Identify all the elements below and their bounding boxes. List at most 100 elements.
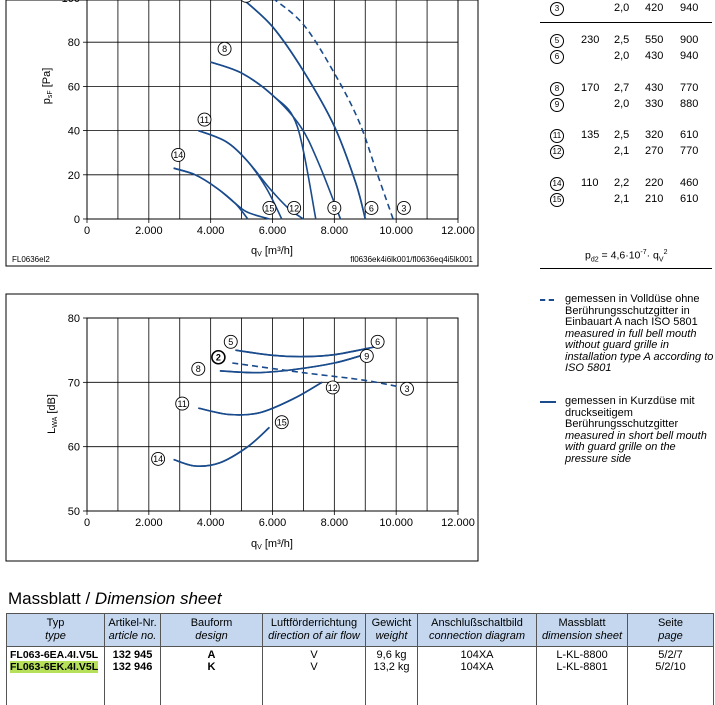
- y-axis-label: psF [Pa]: [41, 68, 54, 105]
- legend-solid-en: measured in short bell mouth with guard …: [565, 431, 715, 466]
- spec-cell: 270: [645, 145, 663, 157]
- spec-cell: 460: [680, 177, 698, 189]
- y-tick-label: 80: [68, 37, 80, 49]
- spec-cell: 2,5: [614, 34, 629, 46]
- svg-text:11: 11: [200, 115, 209, 125]
- y-tick-label: 70: [68, 377, 80, 389]
- svg-text:6: 6: [369, 203, 374, 213]
- x-tick-label: 6.000: [259, 517, 287, 529]
- curve-label-14: 14: [152, 452, 165, 465]
- svg-text:6: 6: [375, 337, 380, 347]
- col-article: Artikel-Nr.article no.: [105, 614, 161, 647]
- curve-label-6: 6: [365, 201, 378, 214]
- spec-cell: 430: [645, 82, 663, 94]
- spec-cell: 2,1: [614, 193, 629, 205]
- svg-text:9: 9: [332, 203, 337, 213]
- y-tick-label: 50: [68, 506, 80, 518]
- spec-cell: 2,0: [614, 98, 629, 110]
- solid-line-swatch: [540, 401, 556, 403]
- cell-weight: 9,6 kg 13,2 kg: [366, 647, 418, 705]
- spec-cell: 770: [680, 82, 698, 94]
- spec-cell: 230: [581, 34, 599, 46]
- cell-diagram: 104XA 104XA: [418, 647, 537, 705]
- svg-text:8: 8: [196, 364, 201, 374]
- dynamic-pressure-formula: pd2 = 4,6·10-7· qV2: [585, 249, 667, 264]
- y-tick-label: 20: [68, 170, 80, 182]
- x-axis-label: qV [m³/h]: [251, 538, 293, 551]
- spec-cell: 2,7: [614, 82, 629, 94]
- cell-type: FL063-6EA.4I.V5L FL063-6EK.4I.V5L: [7, 647, 105, 705]
- y-axis-label: LWA [dB]: [46, 394, 59, 434]
- dimension-sheet-title: Massblatt / Dimension sheet: [8, 589, 222, 609]
- curve-label-8: 8: [218, 42, 231, 55]
- curve-label-2: 2: [212, 351, 225, 364]
- curve-label-15: 15: [275, 416, 288, 429]
- svg-text:5: 5: [228, 337, 233, 347]
- cell-airflow: V V: [263, 647, 366, 705]
- x-axis-label: qV [m³/h]: [251, 245, 293, 258]
- curve-label-12: 12: [326, 381, 339, 394]
- x-tick-label: 12.000: [441, 225, 475, 237]
- svg-text:14: 14: [153, 454, 163, 464]
- curve-label-3: 3: [397, 201, 410, 214]
- legend-dashed-de: gemessen in Volldüse ohne Berührungsschu…: [565, 294, 715, 329]
- curve-15: [174, 168, 270, 219]
- x-tick-label: 6.000: [259, 225, 287, 237]
- table-row: FL063-6EA.4I.V5L FL063-6EK.4I.V5L 132 94…: [7, 647, 714, 705]
- cell-sheet: L-KL-8800 L-KL-8801: [537, 647, 628, 705]
- spec-cell: 420: [645, 2, 663, 14]
- spec-cell: 610: [680, 193, 698, 205]
- x-tick-label: 2.000: [135, 225, 163, 237]
- y-tick-label: 80: [68, 313, 80, 325]
- curve-label-9: 9: [360, 349, 373, 362]
- x-tick-label: 4.000: [197, 225, 225, 237]
- legend-solid-de: gemessen in Kurzdüse mit druckseitigem B…: [565, 396, 715, 431]
- spec-cell: 2,1: [614, 145, 629, 157]
- curve-3: [273, 0, 394, 219]
- x-tick-label: 10.000: [379, 517, 413, 529]
- spec-cell: 170: [581, 82, 599, 94]
- spec-cell: 430: [645, 50, 663, 62]
- svg-text:9: 9: [364, 351, 369, 361]
- spec-cell: 135: [581, 129, 599, 141]
- curve-label-5: 5: [224, 335, 237, 348]
- spec-cell: 2,5: [614, 129, 629, 141]
- curve-label-11: 11: [198, 113, 211, 126]
- x-tick-label: 8.000: [321, 517, 349, 529]
- svg-text:12: 12: [289, 203, 299, 213]
- spec-cell: 550: [645, 34, 663, 46]
- x-tick-label: 0: [84, 517, 90, 529]
- curve-6: [235, 347, 374, 357]
- curve-label-9: 9: [328, 201, 341, 214]
- spec-cell: 880: [680, 98, 698, 110]
- spec-cell: 220: [645, 177, 663, 189]
- spec-cell: 210: [645, 193, 663, 205]
- x-tick-label: 4.000: [197, 517, 225, 529]
- cell-page: 5/2/7 5/2/10: [628, 647, 714, 705]
- curve-label-15: 15: [263, 201, 276, 214]
- legend-dashed-en: measured in full bell mouth without guar…: [565, 329, 715, 375]
- y-tick-label: 100: [62, 0, 80, 5]
- svg-text:2: 2: [216, 353, 221, 363]
- curve-label-11: 11: [176, 397, 189, 410]
- y-tick-label: 40: [68, 126, 80, 138]
- curve-label-14: 14: [172, 148, 185, 161]
- spec-cell: 610: [680, 129, 698, 141]
- svg-text:12: 12: [328, 383, 338, 393]
- curve-label-8: 8: [192, 362, 205, 375]
- cell-article: 132 945 132 946: [105, 647, 161, 705]
